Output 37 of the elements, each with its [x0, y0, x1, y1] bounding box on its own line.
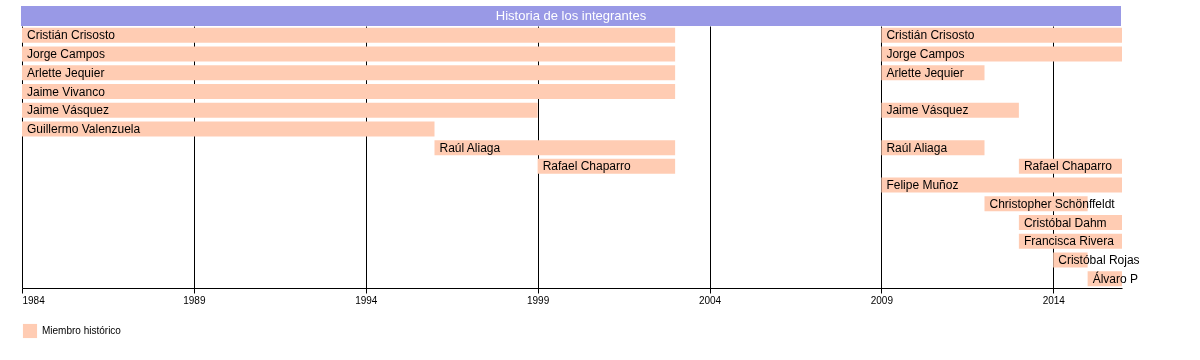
bar: [881, 177, 1122, 193]
data-label: Arlette Jequier: [886, 65, 964, 80]
data-label: Jaime Vásquez: [886, 103, 969, 118]
x-tick-label: 1999: [527, 294, 550, 306]
data-label: Cristián Crisosto: [886, 28, 975, 43]
x-tick-label: 2009: [870, 294, 894, 306]
data-label: Rafael Chaparro: [542, 159, 631, 174]
bar: [22, 121, 435, 137]
x-tick-label: 1989: [183, 294, 206, 306]
data-label: Francisca Rivera: [1023, 234, 1115, 249]
data-label: Christopher Schönffeldt: [989, 196, 1116, 211]
data-label: Raúl Aliaga: [886, 140, 948, 155]
data-label: Arlette Jequier: [27, 65, 105, 80]
legend-label: Miembro histórico: [42, 325, 122, 336]
data-label: Cristóbal Dahm: [1023, 215, 1107, 230]
data-label: Raúl Aliaga: [439, 140, 501, 155]
data-label: Felipe Muñoz: [886, 178, 959, 193]
x-tick-label: 2004: [698, 294, 722, 306]
x-tick-label: 2014: [1042, 294, 1066, 306]
bar: [22, 46, 676, 62]
data-label: Cristián Crisosto: [27, 28, 116, 43]
data-label: Jorge Campos: [27, 47, 106, 62]
data-label: Álvaro P: [1092, 270, 1138, 286]
data-label: Rafael Chaparro: [1023, 159, 1113, 174]
data-label: Guillermo Valenzuela: [27, 121, 141, 136]
chart-title: Historia de los integrantes: [21, 6, 1121, 26]
x-tick-label: 1994: [355, 294, 378, 306]
bar: [434, 140, 676, 156]
data-label: Cristóbal Rojas: [1058, 252, 1140, 267]
data-label: Jorge Campos: [886, 47, 965, 62]
bar: [22, 84, 676, 99]
bar: [22, 102, 538, 118]
data-label: Jaime Vivanco: [27, 84, 106, 99]
bar: [22, 65, 676, 81]
bar: [22, 27, 676, 43]
x-tick-label: 1984: [22, 294, 46, 306]
data-label: Jaime Vásquez: [27, 103, 110, 118]
